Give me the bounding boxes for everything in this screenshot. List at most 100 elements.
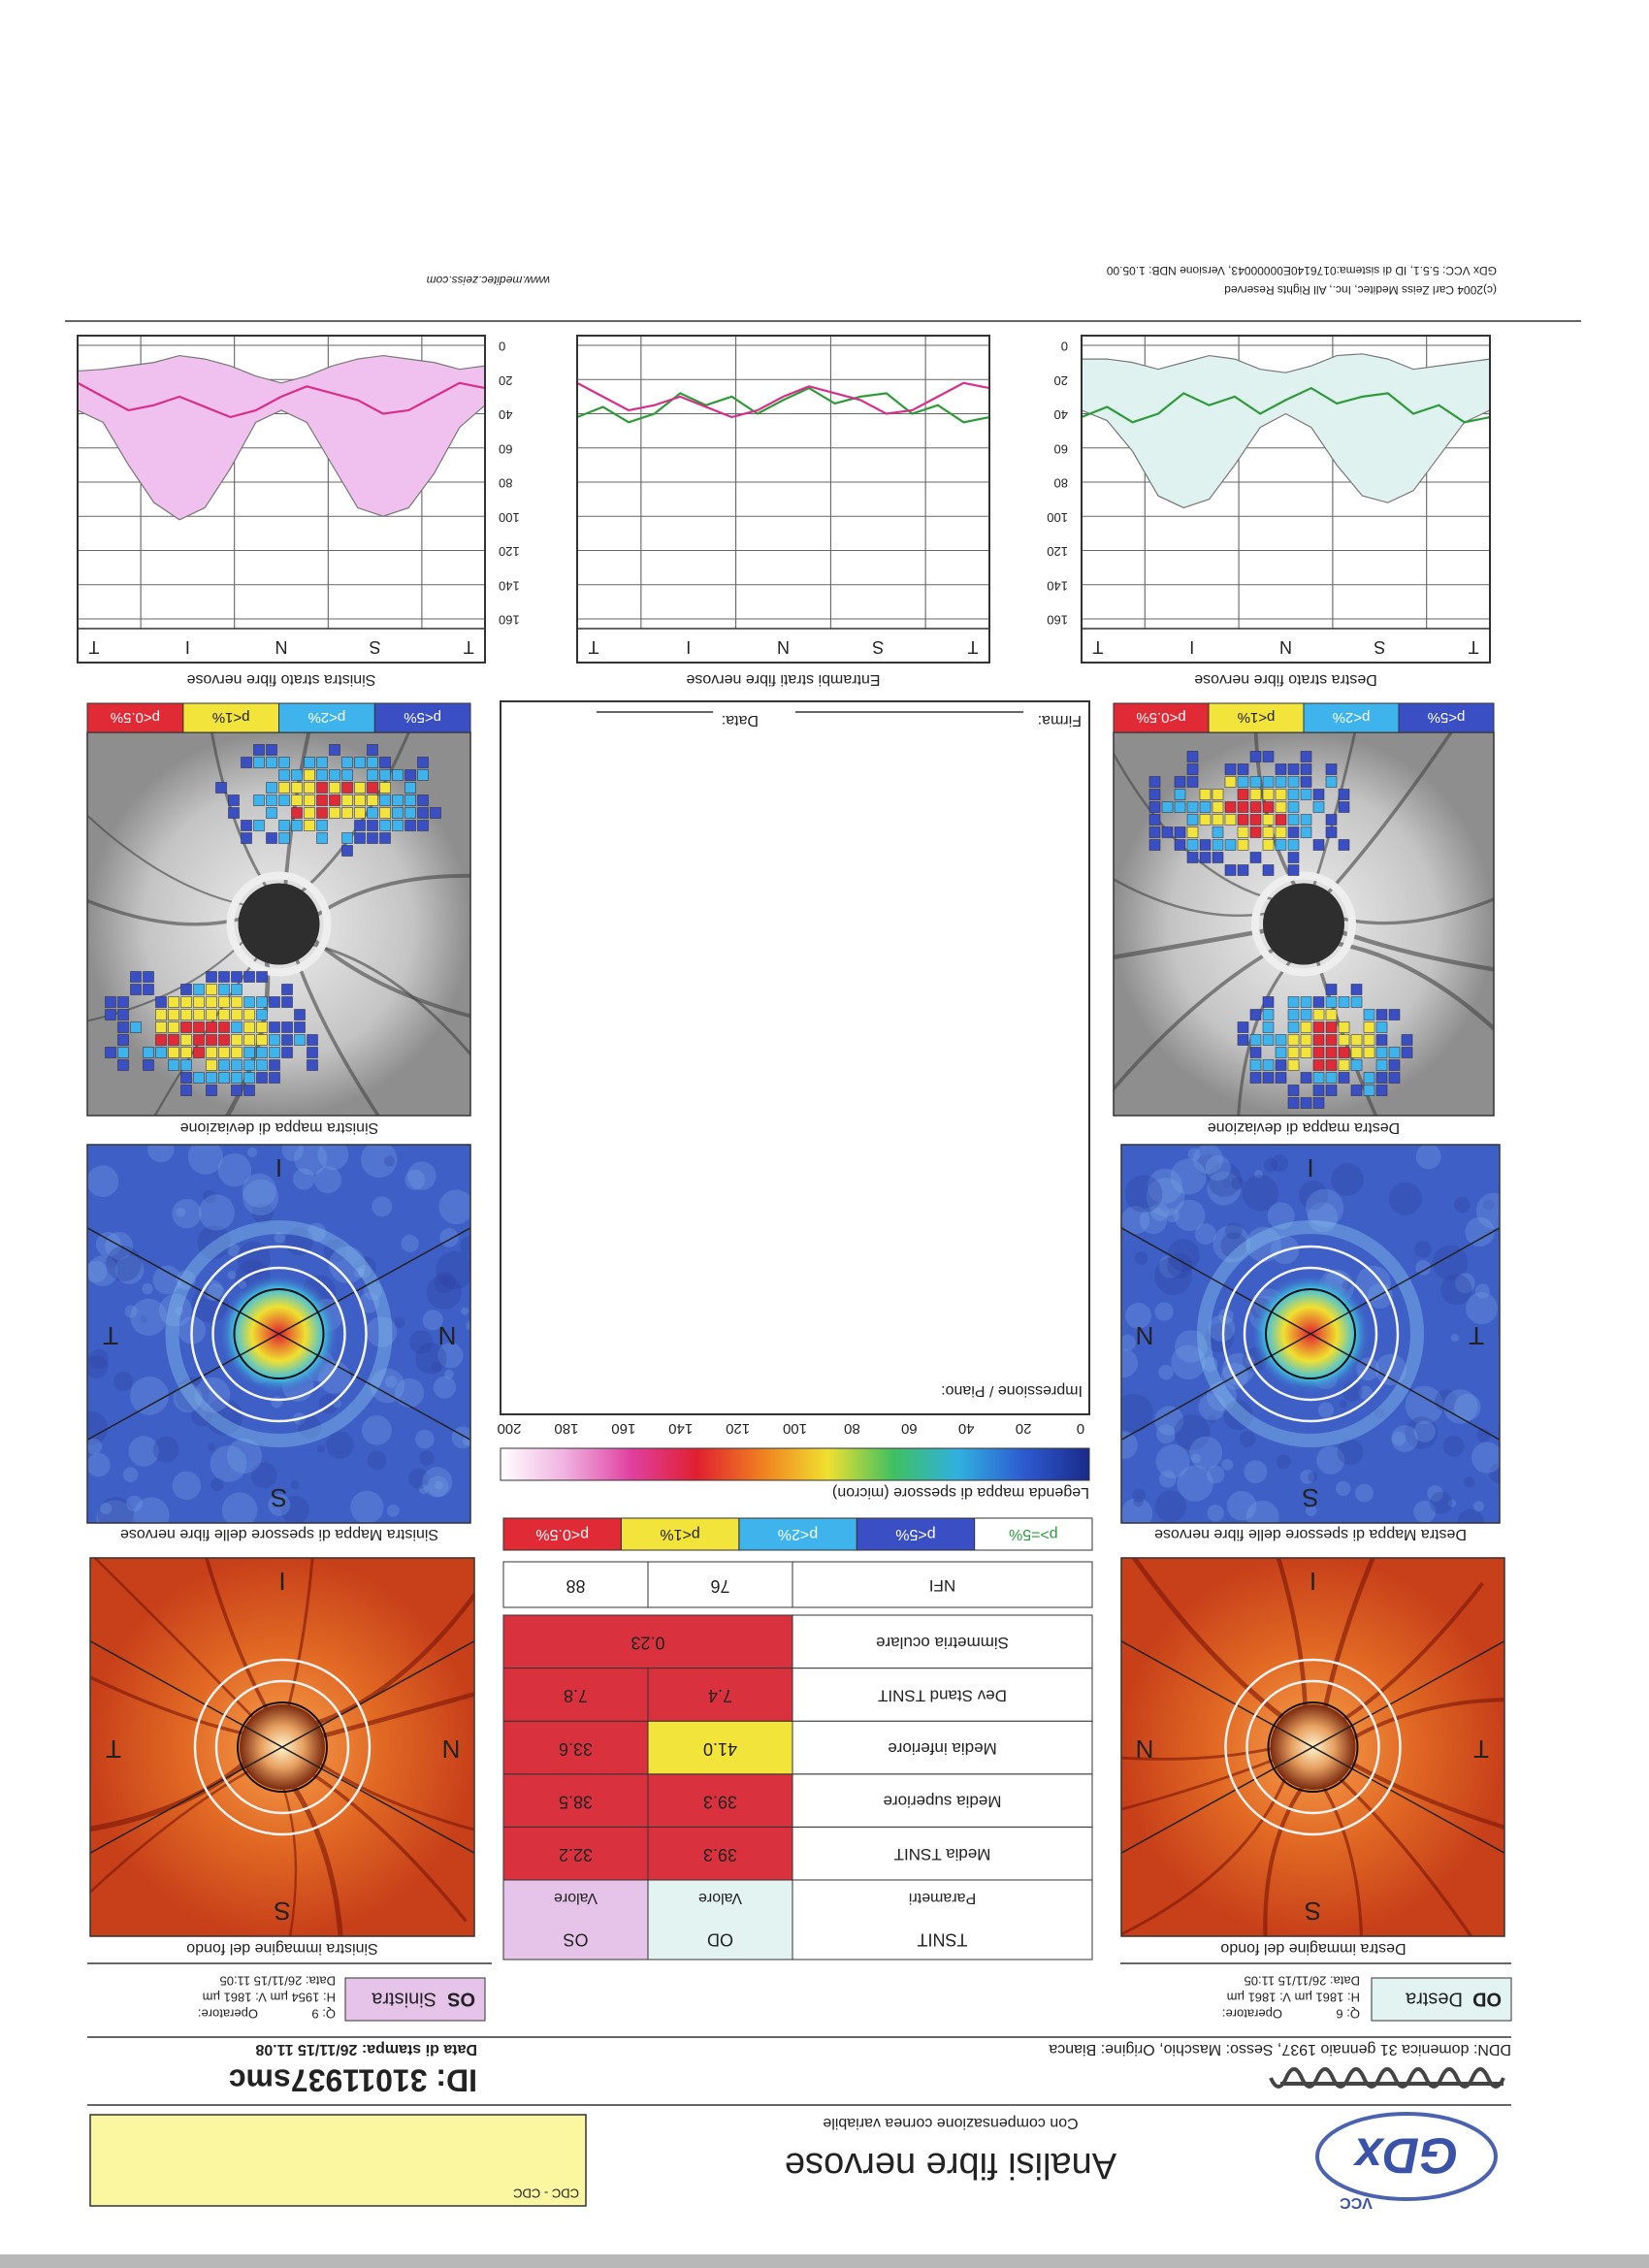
deviation-cell (269, 1072, 280, 1084)
bar-tick-label: 60 (901, 1420, 918, 1437)
texture (172, 1198, 202, 1229)
deviation-cell (1186, 839, 1199, 851)
texture (1154, 1490, 1187, 1522)
deviation-cell (1262, 751, 1275, 762)
y-tick-label: 40 (1054, 407, 1068, 422)
deviation-cell (1237, 864, 1249, 876)
deviation-cell (1325, 1072, 1338, 1084)
deviation-cell (1237, 814, 1249, 826)
texture (106, 1246, 143, 1281)
deviation-cell (1249, 751, 1262, 762)
texture (99, 1502, 113, 1515)
deviation-cell (1186, 826, 1199, 838)
deviation-cell (1212, 826, 1224, 838)
texture (207, 1442, 215, 1451)
vessel (310, 873, 470, 921)
bar-tick-label: 0 (1077, 1420, 1084, 1437)
deviation-cell (193, 1072, 205, 1084)
deviation-cell (231, 996, 242, 1008)
value-text: 41.0 (703, 1739, 737, 1759)
y-tick-label: 60 (1054, 441, 1068, 456)
texture (406, 1161, 436, 1190)
deviation-cell (1287, 826, 1300, 838)
patient-ddn: DDN: domenica 31 gennaio 1937, Sesso: Ma… (1049, 2041, 1511, 2057)
texture (323, 1239, 347, 1262)
deviation-cell (218, 996, 230, 1008)
deviation-cell (1300, 996, 1312, 1008)
y-tick-label: 20 (1054, 373, 1068, 388)
deviation-cell (1338, 1059, 1350, 1071)
texture (1204, 1323, 1234, 1353)
y-tick-label: 40 (499, 407, 512, 422)
texture (1207, 1505, 1224, 1522)
deviation-cell (193, 1047, 205, 1058)
texture (438, 1189, 470, 1225)
texture (128, 1436, 159, 1467)
deviation-cell (1249, 1034, 1262, 1046)
deviation-cell (1338, 1047, 1350, 1058)
x-label: T (88, 637, 99, 657)
vessel (1310, 732, 1364, 892)
deviation-cell (256, 1059, 268, 1071)
texture (87, 1410, 109, 1445)
clinic-box (89, 2114, 587, 2207)
texture (1174, 1199, 1206, 1232)
texture (1476, 1428, 1491, 1442)
deviation-cell (168, 1047, 179, 1058)
texture (87, 1260, 108, 1283)
deviation-cell (215, 782, 227, 794)
texture (1154, 1302, 1174, 1321)
texture (126, 1495, 143, 1512)
tsnit-line (1081, 386, 1491, 424)
thickness-image: S I N T (87, 1145, 470, 1523)
deviation-image (1114, 732, 1494, 1116)
eye-name: Sinistra (371, 1989, 436, 2010)
value-text: 7.8 (564, 1686, 588, 1705)
texture (350, 1490, 384, 1523)
texture (87, 1165, 119, 1198)
deviation-cell (1287, 852, 1300, 863)
texture (1464, 1476, 1475, 1488)
frame (1120, 1144, 1501, 1524)
sig-label: p<1% (212, 709, 250, 726)
deviation-cell (304, 807, 315, 819)
vessel (293, 953, 393, 1116)
deviation-cell (180, 1009, 192, 1021)
texture (97, 1497, 134, 1523)
ring (1243, 1266, 1378, 1402)
deviation-cell (294, 1034, 306, 1046)
deviation-cell (1300, 1034, 1312, 1046)
texture (419, 1450, 435, 1466)
deviation-cell (256, 996, 268, 1008)
redacted-name (1269, 2067, 1505, 2089)
deviation-cell (266, 757, 277, 768)
texture (96, 1500, 134, 1523)
deviation-cell (392, 769, 404, 781)
tsnit-line (576, 386, 990, 424)
deviation-cell (256, 1072, 268, 1084)
deviation-cell (1287, 1059, 1300, 1071)
deviation-cell (256, 1047, 268, 1058)
texture (1442, 1435, 1465, 1457)
table-cell (792, 1614, 1093, 1669)
deviation-cell (130, 971, 142, 983)
deviation-cell (1375, 1047, 1388, 1058)
texture (1170, 1158, 1207, 1195)
deviation-cell (1224, 801, 1237, 813)
deviation-cell (218, 1021, 230, 1033)
texture (1405, 1416, 1439, 1449)
deviation-cell (367, 820, 378, 831)
texture (198, 1194, 235, 1231)
date-label: Data: (722, 712, 759, 729)
texture (210, 1477, 224, 1491)
deviation-cell (1287, 801, 1300, 813)
texture (140, 1315, 148, 1324)
texture (113, 1372, 133, 1392)
sector-letter: T (1469, 1321, 1484, 1350)
texture (1391, 1431, 1406, 1446)
deviation-cell (417, 757, 429, 768)
deviation-cell (1249, 814, 1262, 826)
texture (394, 1316, 405, 1328)
deviation-cell (256, 971, 268, 983)
texture (439, 1228, 459, 1247)
